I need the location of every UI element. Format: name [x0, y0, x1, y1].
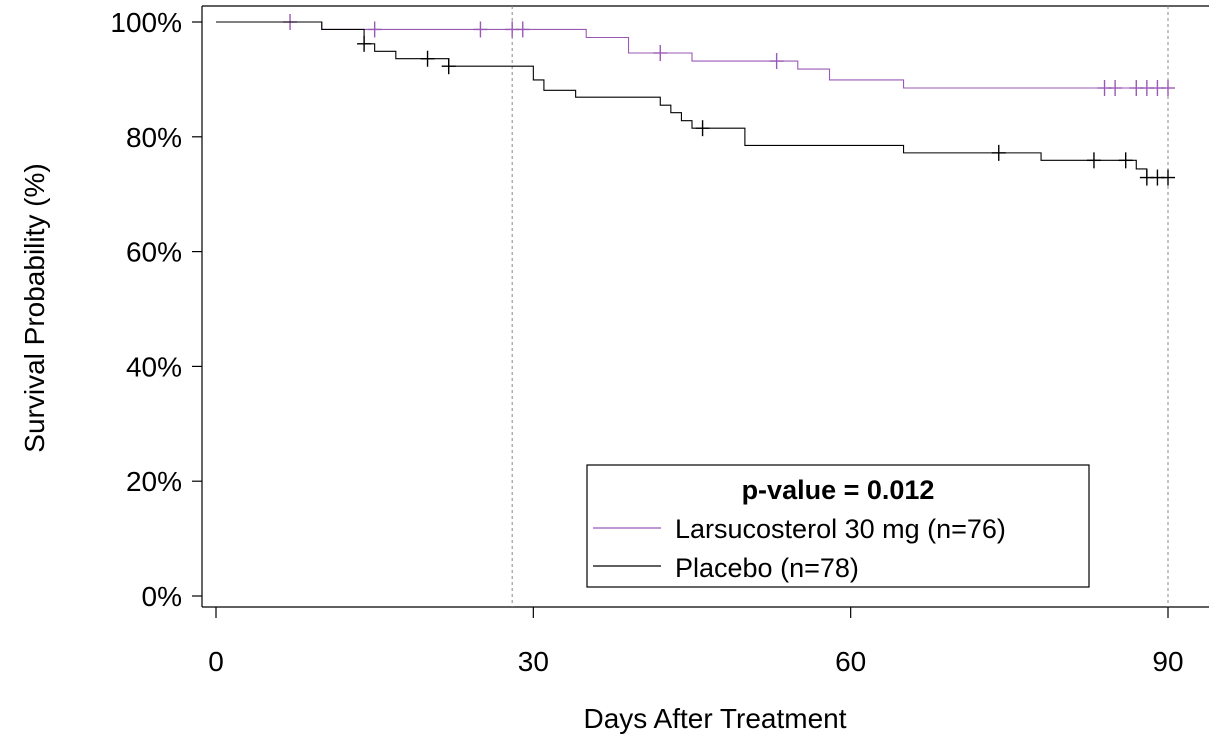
censor-mark	[515, 21, 530, 38]
legend-label-placebo: Placebo (n=78)	[675, 553, 859, 583]
legend-box	[586, 464, 1090, 588]
censor-mark	[769, 53, 784, 70]
x-tick-label: 60	[835, 646, 866, 677]
legend-title: p-value = 0.012	[742, 475, 935, 505]
x-tick-label: 0	[208, 646, 224, 677]
censor-mark	[367, 21, 382, 38]
x-tick-label: 90	[1152, 646, 1183, 677]
censor-mark	[653, 44, 668, 61]
censor-mark	[1108, 80, 1123, 97]
y-axis-title: Survival Probability (%)	[19, 163, 50, 452]
y-tick-label: 100%	[110, 7, 182, 38]
censor-mark	[991, 144, 1006, 161]
series-larsucosterol	[216, 14, 1175, 97]
censor-mark	[1161, 169, 1175, 186]
y-tick-label: 0%	[142, 581, 182, 612]
y-tick-label: 60%	[126, 237, 182, 268]
legend: p-value = 0.012 Larsucosterol 30 mg (n=7…	[586, 464, 1090, 588]
survival-curve	[216, 21, 1168, 89]
censor-mark	[695, 120, 710, 137]
censor-mark	[473, 21, 488, 38]
x-axis-title: Days After Treatment	[584, 703, 847, 734]
series-placebo	[216, 21, 1175, 186]
y-axis: 0% 20% 40% 60% 80% 100%	[110, 7, 202, 612]
y-tick-label: 40%	[126, 351, 182, 382]
legend-label-larsucosterol: Larsucosterol 30 mg (n=76)	[675, 514, 1006, 544]
x-tick-label: 30	[518, 646, 549, 677]
reference-lines	[511, 6, 1169, 607]
y-tick-label: 20%	[126, 466, 182, 497]
plot-frame	[201, 5, 1209, 608]
x-axis: 0 30 60 90	[208, 607, 1184, 677]
censor-mark	[1118, 152, 1133, 169]
censor-mark	[1161, 80, 1175, 97]
censor-mark	[420, 50, 435, 67]
censor-mark	[1086, 152, 1101, 169]
censor-mark	[357, 35, 372, 52]
series-layer	[216, 14, 1175, 186]
censor-mark	[441, 58, 456, 75]
survival-curve	[216, 21, 1168, 179]
y-tick-label: 80%	[126, 122, 182, 153]
